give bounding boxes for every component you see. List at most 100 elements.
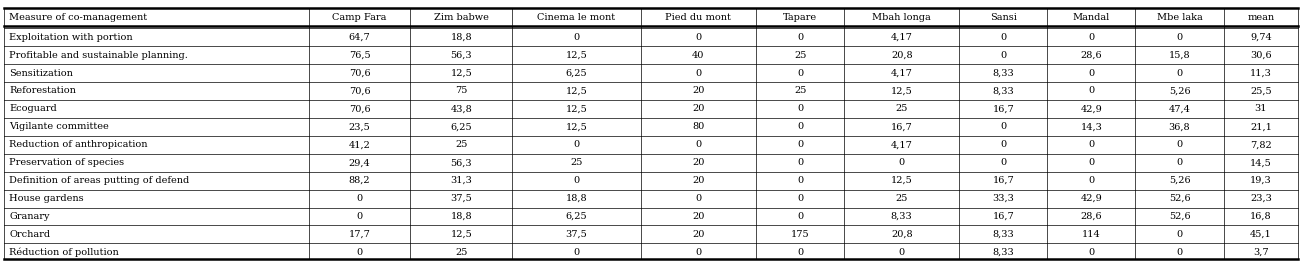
Text: 0: 0	[1177, 230, 1182, 239]
Text: 17,7: 17,7	[349, 230, 371, 239]
Text: 31,3: 31,3	[450, 176, 473, 185]
Text: Sensitization: Sensitization	[9, 69, 73, 77]
Text: Exploitation with portion: Exploitation with portion	[9, 33, 133, 42]
Text: 0: 0	[797, 104, 803, 113]
Text: 56,3: 56,3	[450, 50, 473, 60]
Text: 0: 0	[1000, 122, 1006, 131]
Text: 19,3: 19,3	[1250, 176, 1272, 185]
Text: 7,82: 7,82	[1250, 140, 1272, 149]
Text: 0: 0	[695, 248, 702, 257]
Text: 0: 0	[797, 176, 803, 185]
Text: 3,7: 3,7	[1253, 248, 1268, 257]
Text: 0: 0	[1177, 158, 1182, 167]
Text: 25: 25	[896, 104, 907, 113]
Text: 0: 0	[1177, 140, 1182, 149]
Text: 64,7: 64,7	[349, 33, 371, 42]
Text: 21,1: 21,1	[1250, 122, 1272, 131]
Text: 0: 0	[573, 176, 579, 185]
Text: 33,3: 33,3	[992, 194, 1014, 203]
Text: 0: 0	[573, 140, 579, 149]
Text: 15,8: 15,8	[1169, 50, 1190, 60]
Text: 25: 25	[794, 86, 806, 96]
Text: 4,17: 4,17	[891, 69, 913, 77]
Text: 0: 0	[1088, 86, 1095, 96]
Text: 88,2: 88,2	[349, 176, 371, 185]
Text: 20: 20	[693, 212, 704, 221]
Text: 37,5: 37,5	[450, 194, 473, 203]
Text: 14,3: 14,3	[1081, 122, 1103, 131]
Text: 12,5: 12,5	[565, 122, 587, 131]
Text: 47,4: 47,4	[1169, 104, 1190, 113]
Text: 12,5: 12,5	[450, 230, 473, 239]
Text: 56,3: 56,3	[450, 158, 473, 167]
Text: 0: 0	[695, 194, 702, 203]
Text: 0: 0	[898, 158, 905, 167]
Text: 20: 20	[693, 158, 704, 167]
Text: 0: 0	[797, 69, 803, 77]
Text: 16,7: 16,7	[992, 176, 1014, 185]
Text: 11,3: 11,3	[1250, 69, 1272, 77]
Text: 20: 20	[693, 230, 704, 239]
Text: 20: 20	[693, 104, 704, 113]
Text: 25: 25	[794, 50, 806, 60]
Text: 0: 0	[797, 212, 803, 221]
Text: Vigilante committee: Vigilante committee	[9, 122, 109, 131]
Text: 0: 0	[573, 248, 579, 257]
Text: 0: 0	[1177, 248, 1182, 257]
Text: 0: 0	[1088, 158, 1095, 167]
Text: mean: mean	[1247, 13, 1275, 22]
Text: 0: 0	[1088, 176, 1095, 185]
Text: 6,25: 6,25	[565, 69, 587, 77]
Text: Definition of areas putting of defend: Definition of areas putting of defend	[9, 176, 189, 185]
Text: 0: 0	[797, 158, 803, 167]
Text: 28,6: 28,6	[1081, 212, 1103, 221]
Text: 43,8: 43,8	[450, 104, 473, 113]
Text: Measure of co-management: Measure of co-management	[9, 13, 147, 22]
Text: Orchard: Orchard	[9, 230, 51, 239]
Text: Reforestation: Reforestation	[9, 86, 76, 96]
Text: 0: 0	[357, 212, 363, 221]
Text: Profitable and sustainable planning.: Profitable and sustainable planning.	[9, 50, 187, 60]
Text: 12,5: 12,5	[565, 104, 587, 113]
Text: 18,8: 18,8	[450, 212, 473, 221]
Text: 8,33: 8,33	[992, 69, 1014, 77]
Text: 6,25: 6,25	[450, 122, 473, 131]
Text: 42,9: 42,9	[1081, 104, 1103, 113]
Text: Zim babwe: Zim babwe	[434, 13, 488, 22]
Text: 0: 0	[1000, 50, 1006, 60]
Text: 0: 0	[1088, 69, 1095, 77]
Text: Réduction of pollution: Réduction of pollution	[9, 248, 118, 257]
Text: 41,2: 41,2	[349, 140, 371, 149]
Text: 31: 31	[1255, 104, 1267, 113]
Text: 0: 0	[695, 140, 702, 149]
Text: Sansi: Sansi	[990, 13, 1017, 22]
Text: 5,26: 5,26	[1169, 176, 1190, 185]
Text: 20,8: 20,8	[891, 230, 913, 239]
Text: 0: 0	[573, 33, 579, 42]
Text: 0: 0	[797, 194, 803, 203]
Text: 0: 0	[797, 248, 803, 257]
Text: 25: 25	[456, 140, 467, 149]
Text: Preservation of species: Preservation of species	[9, 158, 124, 167]
Text: Ecoguard: Ecoguard	[9, 104, 57, 113]
Text: 23,5: 23,5	[349, 122, 371, 131]
Text: 80: 80	[693, 122, 704, 131]
Text: 45,1: 45,1	[1250, 230, 1272, 239]
Text: 0: 0	[1177, 33, 1182, 42]
Text: 70,6: 70,6	[349, 104, 371, 113]
Text: 0: 0	[797, 140, 803, 149]
Text: 8,33: 8,33	[891, 212, 913, 221]
Text: Tapare: Tapare	[783, 13, 818, 22]
Text: 37,5: 37,5	[565, 230, 587, 239]
Text: 40: 40	[693, 50, 704, 60]
Text: Reduction of anthropication: Reduction of anthropication	[9, 140, 147, 149]
Text: Mandal: Mandal	[1073, 13, 1111, 22]
Text: 12,5: 12,5	[565, 50, 587, 60]
Text: 25: 25	[570, 158, 583, 167]
Text: 16,7: 16,7	[891, 122, 913, 131]
Text: Mbah longa: Mbah longa	[872, 13, 931, 22]
Text: 14,5: 14,5	[1250, 158, 1272, 167]
Text: 12,5: 12,5	[450, 69, 473, 77]
Text: 0: 0	[357, 248, 363, 257]
Text: 12,5: 12,5	[891, 176, 913, 185]
